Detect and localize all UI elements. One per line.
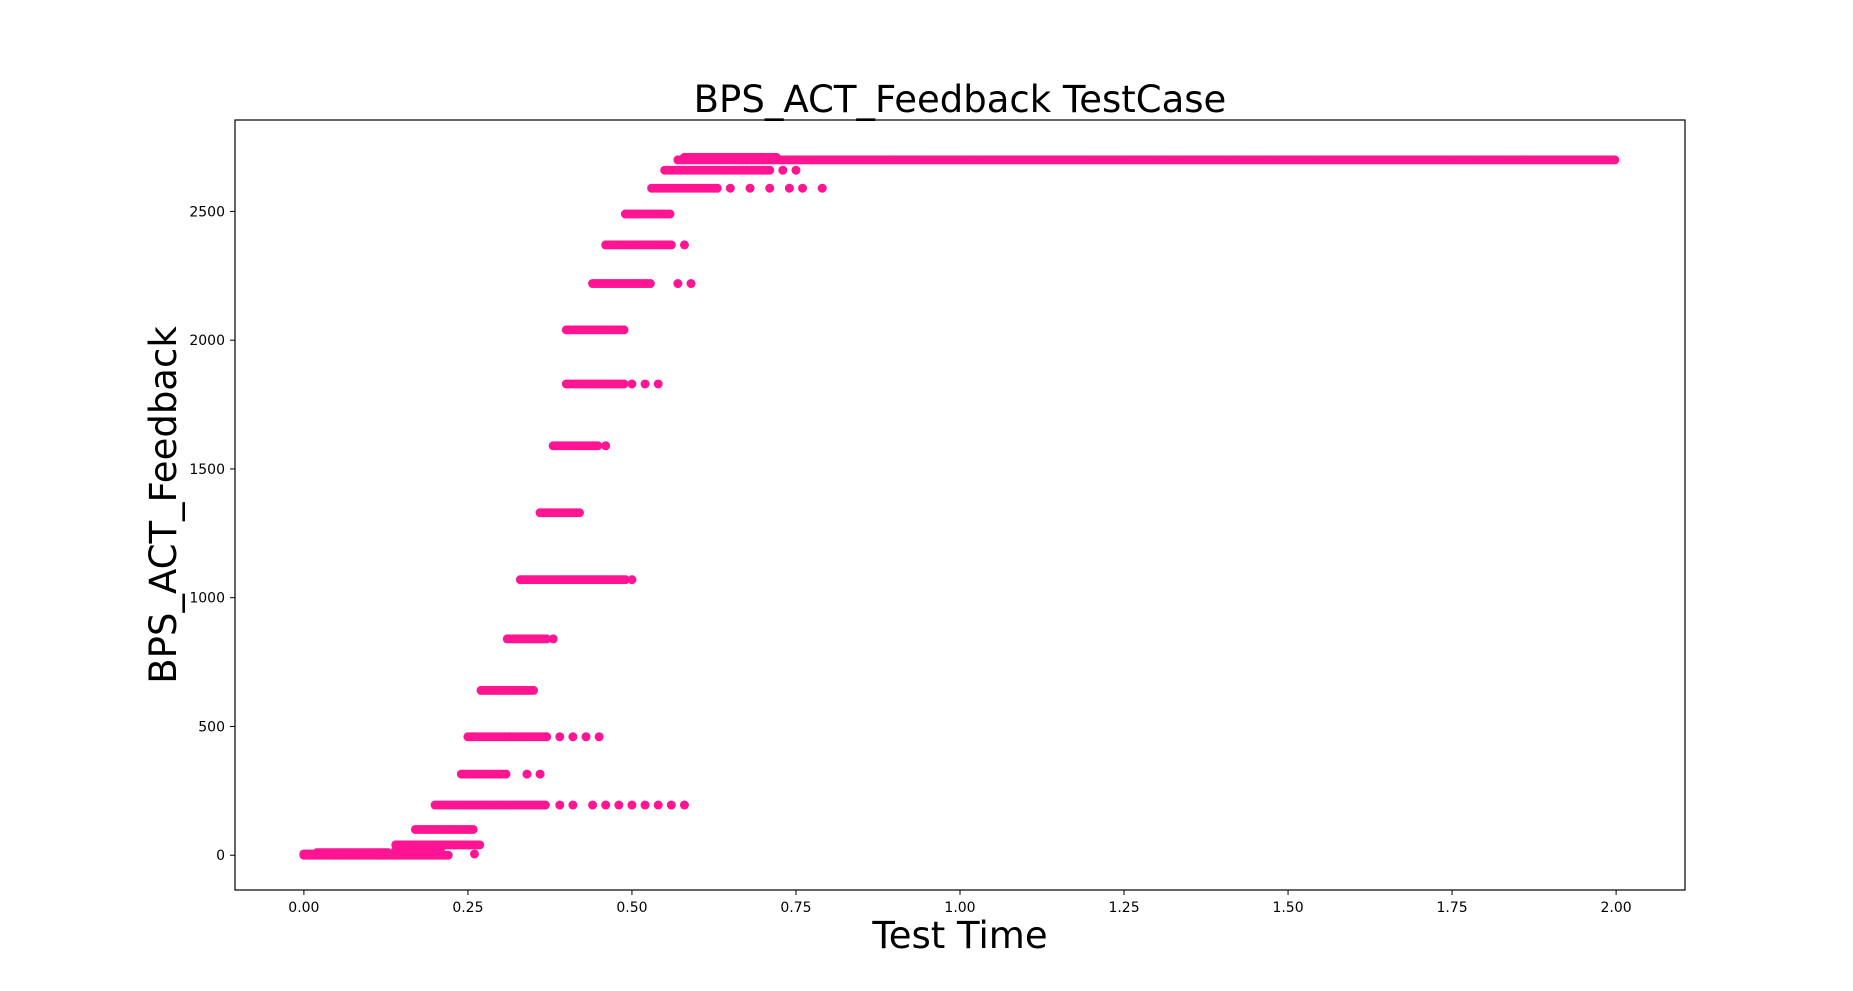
x-axis-label: Test Time — [871, 914, 1047, 957]
data-point — [640, 379, 650, 389]
data-point — [469, 849, 479, 859]
data-point — [679, 800, 689, 810]
x-tick-label: 2.00 — [1601, 900, 1632, 916]
data-point — [601, 441, 611, 451]
data-point — [686, 279, 696, 289]
data-point — [568, 732, 578, 742]
data-point — [619, 379, 629, 389]
data-point — [619, 325, 629, 335]
data-point — [765, 183, 775, 193]
data-point — [522, 769, 532, 779]
data-point — [791, 165, 801, 175]
data-point — [574, 508, 584, 518]
data-point — [679, 240, 689, 250]
data-point — [555, 732, 565, 742]
x-tick-label: 0.75 — [780, 900, 811, 916]
data-point — [627, 379, 637, 389]
data-point — [665, 209, 675, 219]
y-tick-label: 0 — [216, 848, 225, 864]
y-tick-label: 1500 — [189, 462, 225, 478]
data-point — [666, 240, 676, 250]
data-point — [581, 732, 591, 742]
data-point — [555, 800, 565, 810]
data-point — [745, 183, 755, 193]
data-point — [450, 840, 460, 850]
data-point — [784, 183, 794, 193]
data-point — [817, 183, 827, 193]
data-point — [666, 800, 676, 810]
data-point — [620, 575, 630, 585]
x-tick-label: 1.75 — [1436, 900, 1467, 916]
data-point — [588, 800, 598, 810]
data-point — [542, 634, 552, 644]
x-axis-ticks: 0.00 0.25 0.50 0.75 1.00 1.25 1.50 1.75 2.00 — [288, 890, 1632, 916]
data-point — [640, 800, 650, 810]
data-point — [593, 441, 603, 451]
x-tick-label: 0.50 — [616, 900, 647, 916]
data-point — [765, 165, 775, 175]
data-point — [778, 165, 788, 175]
data-point — [627, 800, 637, 810]
data-point — [725, 183, 735, 193]
data-point — [542, 732, 552, 742]
data-point — [653, 379, 663, 389]
data-point — [529, 685, 539, 695]
data-point — [798, 183, 808, 193]
data-point — [771, 152, 781, 162]
data-point — [443, 850, 453, 860]
y-tick-label: 500 — [198, 719, 225, 735]
data-point — [383, 848, 393, 858]
chart-title: BPS_ACT_Feedback TestCase — [694, 78, 1227, 121]
x-tick-label: 1.00 — [944, 900, 975, 916]
y-tick-label: 2000 — [189, 333, 225, 349]
y-axis-ticks: 0 500 1000 1500 2000 2500 — [189, 204, 235, 864]
data-point — [614, 800, 624, 810]
data-point — [627, 575, 637, 585]
data-point — [712, 183, 722, 193]
data-point — [501, 769, 511, 779]
x-tick-label: 0.25 — [452, 900, 483, 916]
data-point — [653, 800, 663, 810]
data-point — [463, 840, 473, 850]
data-point — [548, 634, 558, 644]
data-point — [1610, 155, 1620, 165]
data-point — [468, 824, 478, 834]
y-tick-label: 2500 — [189, 204, 225, 220]
data-point — [673, 279, 683, 289]
x-tick-label: 1.25 — [1108, 900, 1139, 916]
data-point — [601, 800, 611, 810]
data-point — [568, 800, 578, 810]
x-tick-label: 1.50 — [1272, 900, 1303, 916]
plot-frame — [234, 119, 1686, 891]
y-axis-label: BPS_ACT_Feedback — [142, 326, 185, 684]
data-point — [594, 732, 604, 742]
y-tick-label: 1000 — [189, 591, 225, 607]
data-point — [475, 840, 485, 850]
data-points — [299, 152, 1620, 860]
data-point — [645, 279, 655, 289]
x-tick-label: 0.00 — [288, 900, 319, 916]
data-point — [535, 769, 545, 779]
data-point — [540, 800, 550, 810]
